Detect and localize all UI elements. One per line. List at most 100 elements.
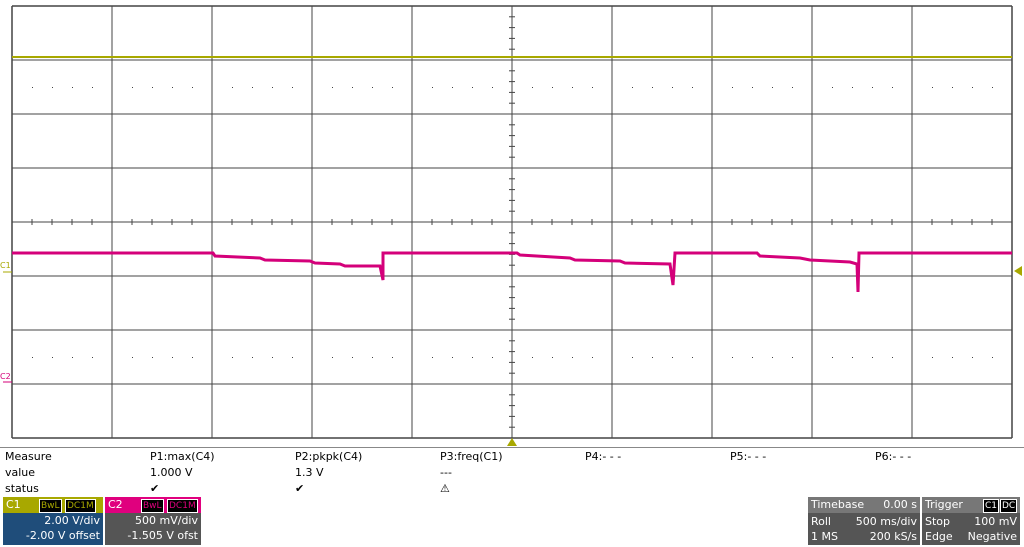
- measure-status: ✔: [295, 482, 305, 495]
- grid-dot: [292, 357, 293, 358]
- grid-dot: [652, 87, 653, 88]
- grid-dot: [352, 87, 353, 88]
- trigger-level-marker: [1014, 266, 1022, 276]
- timebase-value: 200 kS/s: [869, 530, 917, 543]
- measure-header: Measure: [5, 450, 52, 463]
- grid-dot: [672, 87, 673, 88]
- grid-dot: [872, 357, 873, 358]
- c1-marker: C1: [0, 261, 11, 270]
- channel-scale: 2.00 V/div: [44, 514, 100, 527]
- timebase-label: 1 MS: [811, 530, 838, 543]
- grid-dot: [932, 357, 933, 358]
- grid-dot: [772, 357, 773, 358]
- grid-dot: [952, 357, 953, 358]
- grid-dot: [272, 357, 273, 358]
- trigger-time-marker: [507, 438, 517, 446]
- grid-dot: [532, 87, 533, 88]
- measure-header: P3:freq(C1): [440, 450, 503, 463]
- grid-dot: [732, 357, 733, 358]
- grid-dot: [972, 357, 973, 358]
- grid-dot: [892, 87, 893, 88]
- channel-body: 2.00 V/div -2.00 V offset: [3, 513, 103, 545]
- grid-dot: [232, 357, 233, 358]
- grid-dot: [252, 357, 253, 358]
- trigger-value: Negative: [967, 530, 1017, 543]
- trigger-tag: DC: [1000, 499, 1018, 513]
- grid-dot: [872, 87, 873, 88]
- grid-dot: [52, 357, 53, 358]
- channel-tag: BwL: [141, 499, 164, 513]
- grid-dot: [232, 87, 233, 88]
- trigger-panel: Trigger C1 DC Stop 100 mV Edge Negative: [922, 497, 1020, 545]
- grid-dot: [892, 357, 893, 358]
- channel-tag: BwL: [39, 499, 62, 513]
- timebase-title: Timebase: [811, 498, 865, 511]
- channel-name: C2: [108, 498, 123, 511]
- grid-dot: [852, 357, 853, 358]
- timebase-delay: 0.00 s: [883, 498, 917, 511]
- channel-tag: DC1M: [65, 499, 96, 513]
- channel-panel: C1 BwL DC1M 2.00 V/div -2.00 V offset: [3, 497, 103, 545]
- channel-offset: -1.505 V ofst: [127, 529, 198, 542]
- channel-panel: C2 BwL DC1M 500 mV/div -1.505 V ofst: [105, 497, 201, 545]
- channel-header: C1 BwL DC1M: [3, 497, 103, 513]
- measure-status: ✔: [150, 482, 160, 495]
- grid-dot: [472, 357, 473, 358]
- measure-value: 1.3 V: [295, 466, 324, 479]
- grid-dot: [952, 87, 953, 88]
- grid-dot: [632, 357, 633, 358]
- trace-c2: [12, 251, 1012, 293]
- grid-dot: [672, 357, 673, 358]
- grid-dot: [492, 357, 493, 358]
- grid-dot: [392, 87, 393, 88]
- grid-dot: [292, 87, 293, 88]
- grid-dot: [452, 357, 453, 358]
- measure-value: value: [5, 466, 36, 479]
- measure-divider: [0, 447, 1024, 448]
- channel-tag: DC1M: [167, 499, 198, 513]
- grid-dot: [272, 87, 273, 88]
- grid-dot: [652, 357, 653, 358]
- grid-dot: [432, 87, 433, 88]
- grid-dot: [752, 357, 753, 358]
- timebase-value: 500 ms/div: [855, 515, 917, 528]
- measure-status: ⚠: [440, 482, 450, 495]
- grid-dot: [632, 87, 633, 88]
- grid-dot: [372, 357, 373, 358]
- grid-dot: [352, 357, 353, 358]
- grid-dot: [332, 357, 333, 358]
- channel-header: C2 BwL DC1M: [105, 497, 201, 513]
- grid-dot: [792, 87, 793, 88]
- grid-dot: [592, 87, 593, 88]
- graticule: C1 C2: [0, 5, 1022, 446]
- measure-value: ---: [440, 466, 452, 479]
- grid-dot: [732, 87, 733, 88]
- grid-dot: [132, 87, 133, 88]
- grid-dot: [832, 87, 833, 88]
- channel-offset: -2.00 V offset: [25, 529, 100, 542]
- trigger-header: Trigger C1 DC: [922, 497, 1020, 513]
- grid-dot: [192, 87, 193, 88]
- grid-dot: [992, 357, 993, 358]
- trigger-value: 100 mV: [974, 515, 1017, 528]
- grid-dot: [332, 87, 333, 88]
- grid-dot: [472, 87, 473, 88]
- measure-header: P2:pkpk(C4): [295, 450, 363, 463]
- grid-dot: [252, 87, 253, 88]
- grid-dot: [972, 87, 973, 88]
- grid-dot: [852, 87, 853, 88]
- channel-name: C1: [6, 498, 21, 511]
- grid-dot: [932, 87, 933, 88]
- timebase-label: Roll: [811, 515, 831, 528]
- grid-dot: [832, 357, 833, 358]
- grid-dot: [32, 357, 33, 358]
- grid-dot: [492, 87, 493, 88]
- trigger-label: Stop: [925, 515, 951, 528]
- trigger-tag: C1: [983, 499, 1000, 513]
- grid-dot: [72, 357, 73, 358]
- grid-dot: [572, 357, 573, 358]
- channel-body: 500 mV/div -1.505 V ofst: [105, 513, 201, 545]
- c2-marker: C2: [0, 372, 11, 381]
- grid-dot: [592, 357, 593, 358]
